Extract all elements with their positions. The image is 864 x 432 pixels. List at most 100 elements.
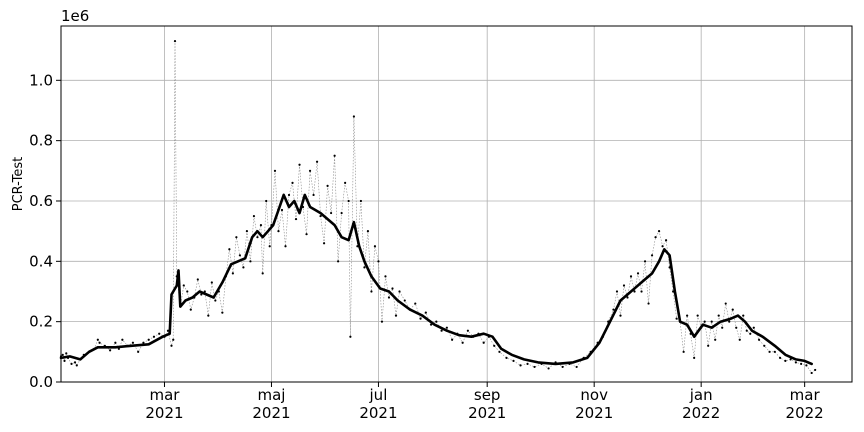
daily-point xyxy=(363,266,366,269)
daily-point xyxy=(710,320,713,323)
daily-point xyxy=(75,364,78,367)
daily-point xyxy=(773,350,776,353)
daily-point xyxy=(333,154,336,157)
y-offset-label: 1e6 xyxy=(61,7,89,25)
daily-point xyxy=(203,290,206,293)
daily-point xyxy=(268,245,271,248)
x-tick-label-year: 2021 xyxy=(359,404,397,422)
daily-point xyxy=(752,326,755,329)
x-tick-label-month: nov xyxy=(580,386,608,404)
daily-point xyxy=(745,329,748,332)
y-tick-label: 0.6 xyxy=(29,192,53,210)
daily-point xyxy=(682,350,685,353)
daily-point xyxy=(249,260,252,263)
daily-point xyxy=(265,199,268,203)
daily-point xyxy=(231,272,234,275)
daily-point xyxy=(170,344,173,347)
x-axis: mar2021maj2021jul2021sep2021nov2021jan20… xyxy=(145,382,824,422)
daily-point xyxy=(814,368,817,372)
daily-point xyxy=(228,248,231,251)
daily-point xyxy=(784,359,787,362)
daily-point xyxy=(114,341,117,344)
daily-point xyxy=(805,364,808,367)
daily-point xyxy=(173,39,177,43)
daily-point xyxy=(629,275,633,278)
daily-point xyxy=(778,356,782,359)
daily-point xyxy=(800,362,803,365)
daily-point xyxy=(312,193,315,197)
daily-point xyxy=(259,224,263,227)
x-tick-label-year: 2021 xyxy=(575,404,613,422)
daily-point xyxy=(461,341,464,344)
daily-point xyxy=(505,356,508,359)
daily-point xyxy=(277,230,280,233)
daily-point xyxy=(284,245,287,248)
daily-point xyxy=(650,254,654,257)
daily-point xyxy=(622,284,626,287)
x-tick-label-month: sep xyxy=(474,386,501,404)
daily-point xyxy=(147,338,150,341)
x-tick-label-month: jul xyxy=(369,386,388,404)
daily-point xyxy=(633,290,636,293)
daily-point xyxy=(137,350,140,353)
daily-point xyxy=(214,299,217,302)
daily-point xyxy=(731,308,734,311)
daily-point xyxy=(403,299,406,302)
daily-point xyxy=(435,320,438,323)
x-tick-label-year: 2022 xyxy=(786,404,824,422)
daily-point xyxy=(757,338,761,341)
daily-point xyxy=(547,367,550,370)
daily-point xyxy=(657,230,661,233)
daily-point xyxy=(643,260,647,263)
daily-point xyxy=(186,290,189,293)
daily-point xyxy=(394,314,398,317)
daily-point xyxy=(742,314,745,317)
daily-point xyxy=(73,361,77,364)
daily-point xyxy=(789,358,792,361)
daily-point xyxy=(131,341,135,344)
daily-point xyxy=(717,314,720,317)
daily-point xyxy=(391,287,394,290)
x-tick-label-month: mar xyxy=(149,386,180,404)
daily-point xyxy=(640,290,643,293)
daily-point xyxy=(424,311,427,314)
daily-point xyxy=(359,199,363,203)
daily-point xyxy=(533,365,536,369)
daily-point xyxy=(273,169,277,172)
y-tick-label: 0.0 xyxy=(29,373,53,391)
daily-point xyxy=(96,338,99,341)
daily-point xyxy=(794,361,797,364)
daily-point xyxy=(738,338,741,341)
daily-point xyxy=(280,208,284,212)
daily-point xyxy=(398,290,401,293)
average-series xyxy=(59,193,814,366)
daily-point xyxy=(703,320,706,323)
daily-point xyxy=(380,320,384,323)
daily-point xyxy=(349,335,352,338)
grid-lines xyxy=(61,26,852,383)
daily-point xyxy=(749,332,752,335)
y-tick-label: 0.8 xyxy=(29,132,53,150)
daily-point xyxy=(337,260,340,263)
daily-point xyxy=(387,296,391,299)
daily-point xyxy=(373,245,377,248)
daily-point xyxy=(196,278,199,281)
x-tick-label-year: 2021 xyxy=(468,404,506,422)
daily-point xyxy=(612,308,615,311)
daily-point xyxy=(142,341,145,344)
daily-point xyxy=(451,338,454,341)
y-axis-label: PCR-Test xyxy=(11,157,26,212)
daily-point xyxy=(329,211,333,215)
daily-point xyxy=(724,302,727,305)
y-tick-label: 0.4 xyxy=(29,252,53,270)
x-tick-label-year: 2021 xyxy=(145,404,183,422)
daily-point xyxy=(347,199,350,203)
daily-point xyxy=(256,236,259,239)
daily-point xyxy=(664,239,668,242)
daily-point xyxy=(377,260,380,263)
daily-point xyxy=(419,317,422,320)
daily-point xyxy=(714,338,717,341)
daily-point xyxy=(340,211,343,215)
daily-point xyxy=(414,302,417,305)
daily-point xyxy=(109,349,112,352)
